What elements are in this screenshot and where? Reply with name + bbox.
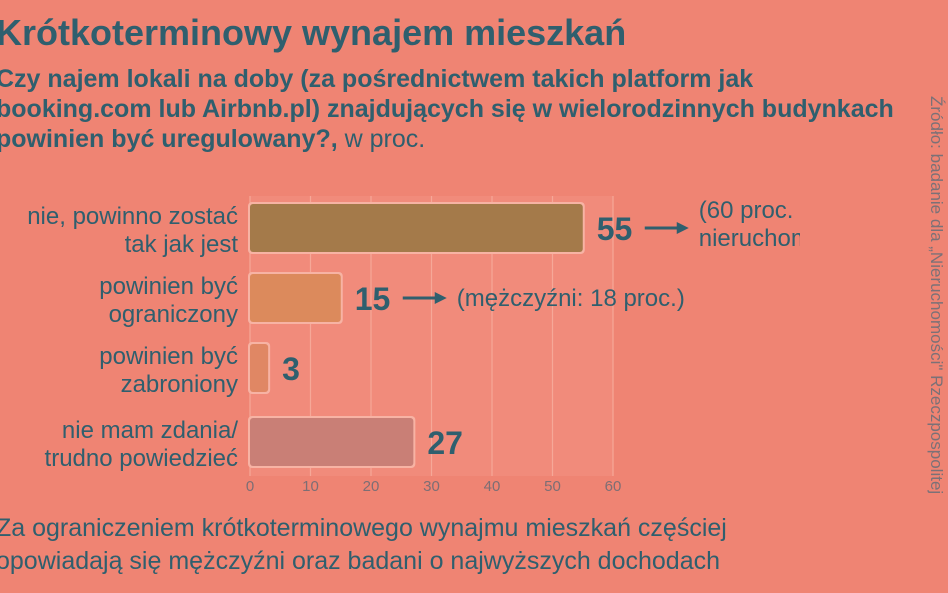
category-label: zabroniony xyxy=(121,371,238,398)
footnote: Za ograniczeniem krótkoterminowego wynaj… xyxy=(0,512,727,578)
x-tick-label: 30 xyxy=(423,478,440,495)
x-tick-label: 40 xyxy=(484,478,501,495)
value-label: 55 xyxy=(597,211,633,247)
category-label: ograniczony xyxy=(109,301,238,328)
footnote-line-2: opowiadają się mężczyźni oraz badani o n… xyxy=(0,547,721,575)
x-tick-label: 10 xyxy=(302,478,319,495)
bar xyxy=(250,344,269,392)
x-tick-label: 0 xyxy=(246,478,254,495)
source-note: Źródło: badanie dla „Nieruchomości" Rzec… xyxy=(927,96,946,495)
value-label: 27 xyxy=(427,425,463,461)
chart-title: Krótkoterminowy wynajem mieszkań xyxy=(0,12,627,53)
category-label: tak jak jest xyxy=(125,231,239,258)
bar xyxy=(250,418,414,466)
annotation-label: (60 proc. ma xyxy=(699,197,800,224)
value-label: 3 xyxy=(282,351,300,387)
subtitle-question: Czy najem lokali na doby (za pośrednictw… xyxy=(0,65,894,153)
x-tick-label: 60 xyxy=(605,478,622,495)
chart-subtitle: Czy najem lokali na doby (za pośrednictw… xyxy=(0,64,906,154)
arrow-icon xyxy=(676,222,689,234)
category-label: nie mam zdania/ xyxy=(62,417,238,444)
bar xyxy=(250,204,583,252)
annotation-label: nieruchomość) xyxy=(699,225,800,252)
bar xyxy=(250,274,341,322)
arrow-icon xyxy=(434,292,447,304)
category-label: powinien być xyxy=(99,343,238,370)
x-tick-label: 50 xyxy=(544,478,561,495)
footnote-line-1: Za ograniczeniem krótkoterminowego wynaj… xyxy=(0,514,727,542)
subtitle-unit: w proc. xyxy=(337,125,426,153)
category-label: trudno powiedzieć xyxy=(45,445,238,472)
value-label: 15 xyxy=(355,281,391,317)
category-label: powinien być xyxy=(99,273,238,300)
x-tick-label: 20 xyxy=(363,478,380,495)
category-label: nie, powinno zostać xyxy=(27,203,238,230)
annotation-label: (mężczyźni: 18 proc.) xyxy=(457,285,685,312)
